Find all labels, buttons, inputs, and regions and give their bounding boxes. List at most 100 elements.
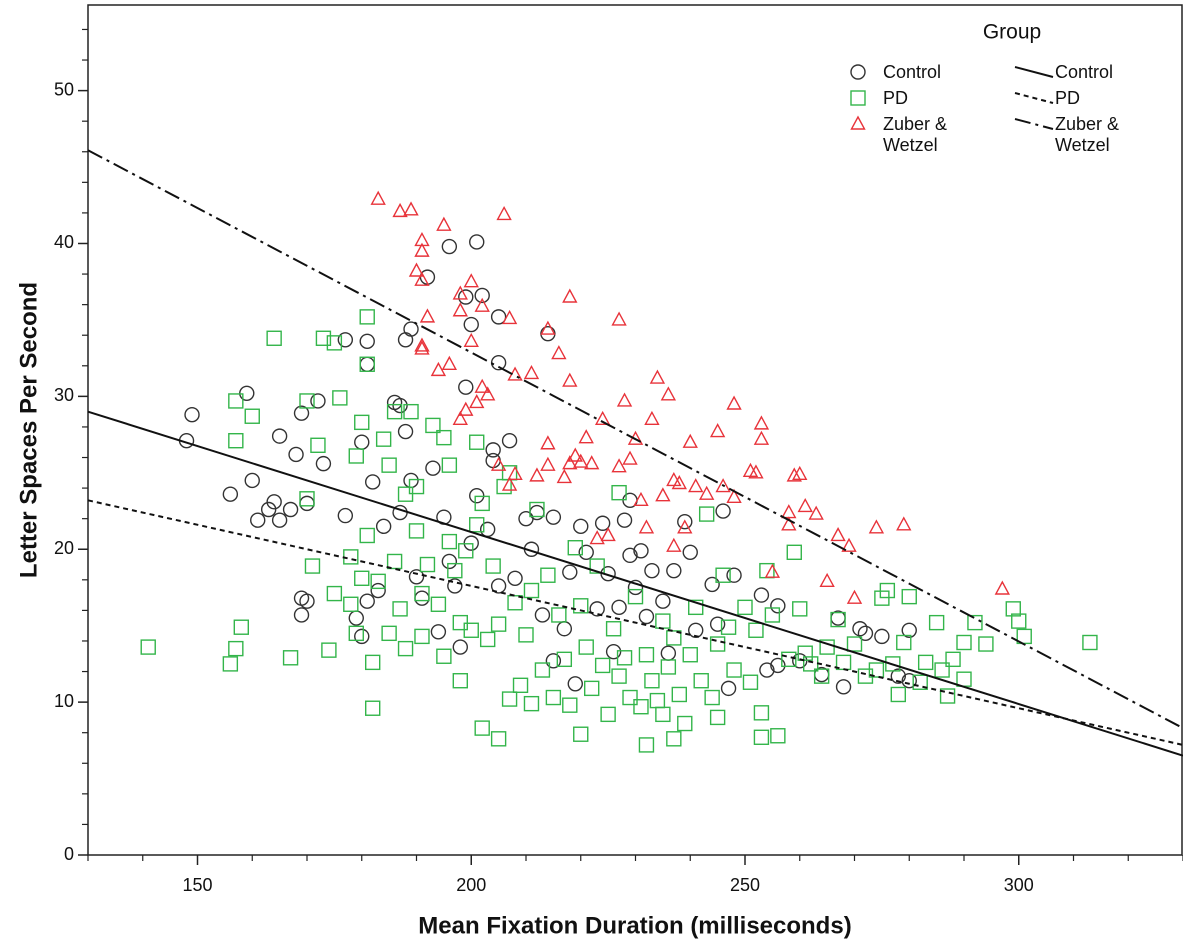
point <box>688 478 704 493</box>
point <box>381 457 397 473</box>
point <box>408 478 425 495</box>
point <box>742 674 759 690</box>
point <box>868 662 885 678</box>
point <box>490 616 507 632</box>
point <box>682 433 698 448</box>
point <box>819 572 835 588</box>
point <box>726 567 742 583</box>
point <box>627 588 644 605</box>
point <box>365 700 381 716</box>
point <box>901 588 917 605</box>
point <box>594 515 611 531</box>
point <box>852 621 868 637</box>
legend-label: Control <box>1055 62 1114 82</box>
point <box>304 558 321 574</box>
point <box>474 378 490 393</box>
point <box>896 634 912 651</box>
point <box>573 726 589 742</box>
point <box>611 668 627 684</box>
point <box>299 495 315 512</box>
point <box>857 668 874 684</box>
point <box>770 598 786 614</box>
point <box>545 509 562 525</box>
legend-line <box>1014 118 1054 130</box>
point <box>496 478 512 495</box>
x-tick-label: 300 <box>1004 875 1034 895</box>
point <box>655 613 671 629</box>
point <box>386 403 403 420</box>
point <box>463 316 479 333</box>
point <box>901 622 917 638</box>
point <box>573 598 589 614</box>
point <box>1082 634 1098 651</box>
point <box>408 569 425 585</box>
fit-line <box>87 499 1183 746</box>
point <box>496 205 512 221</box>
point <box>764 607 781 623</box>
point <box>244 408 260 424</box>
point <box>452 302 468 317</box>
point <box>589 601 605 617</box>
point <box>370 573 386 590</box>
point <box>808 505 824 520</box>
x-axis-label: Mean Fixation Duration (milliseconds) <box>418 912 851 939</box>
point <box>441 553 458 570</box>
point <box>408 262 425 277</box>
point <box>452 410 468 425</box>
point <box>956 671 972 687</box>
point <box>934 662 950 678</box>
point <box>282 650 299 666</box>
point <box>540 435 556 450</box>
point <box>228 640 244 657</box>
point <box>458 543 474 559</box>
point <box>414 340 430 355</box>
point <box>912 674 928 690</box>
point <box>458 401 474 416</box>
point <box>562 372 578 387</box>
point <box>611 311 627 326</box>
point <box>260 501 277 518</box>
point <box>567 540 583 556</box>
point <box>518 627 534 643</box>
point <box>425 417 441 434</box>
point <box>600 527 616 542</box>
point <box>567 676 583 692</box>
point <box>288 446 304 463</box>
point <box>310 437 326 453</box>
point <box>638 647 655 663</box>
point <box>430 361 447 377</box>
point <box>485 442 501 458</box>
point <box>660 386 677 401</box>
point <box>244 472 260 489</box>
point <box>282 501 299 518</box>
point <box>715 478 731 493</box>
point <box>748 464 764 479</box>
point <box>408 523 425 539</box>
point <box>589 558 605 574</box>
point <box>781 504 797 519</box>
point <box>365 654 381 671</box>
legend-label: Zuber & Wetzel <box>883 114 948 155</box>
point <box>430 624 447 640</box>
point <box>698 506 715 522</box>
point <box>677 715 693 732</box>
y-tick-label: 20 <box>54 538 74 558</box>
point <box>830 611 846 628</box>
point <box>523 695 540 712</box>
point <box>682 647 698 663</box>
point <box>846 589 863 604</box>
point <box>584 680 600 697</box>
point <box>365 474 381 490</box>
point <box>611 599 627 616</box>
point <box>540 320 556 335</box>
point <box>545 653 562 669</box>
point <box>370 190 386 205</box>
point <box>348 448 364 464</box>
point <box>671 686 687 703</box>
point <box>737 599 753 616</box>
plot-frame <box>87 4 1183 856</box>
point <box>430 596 447 612</box>
point <box>523 364 540 380</box>
